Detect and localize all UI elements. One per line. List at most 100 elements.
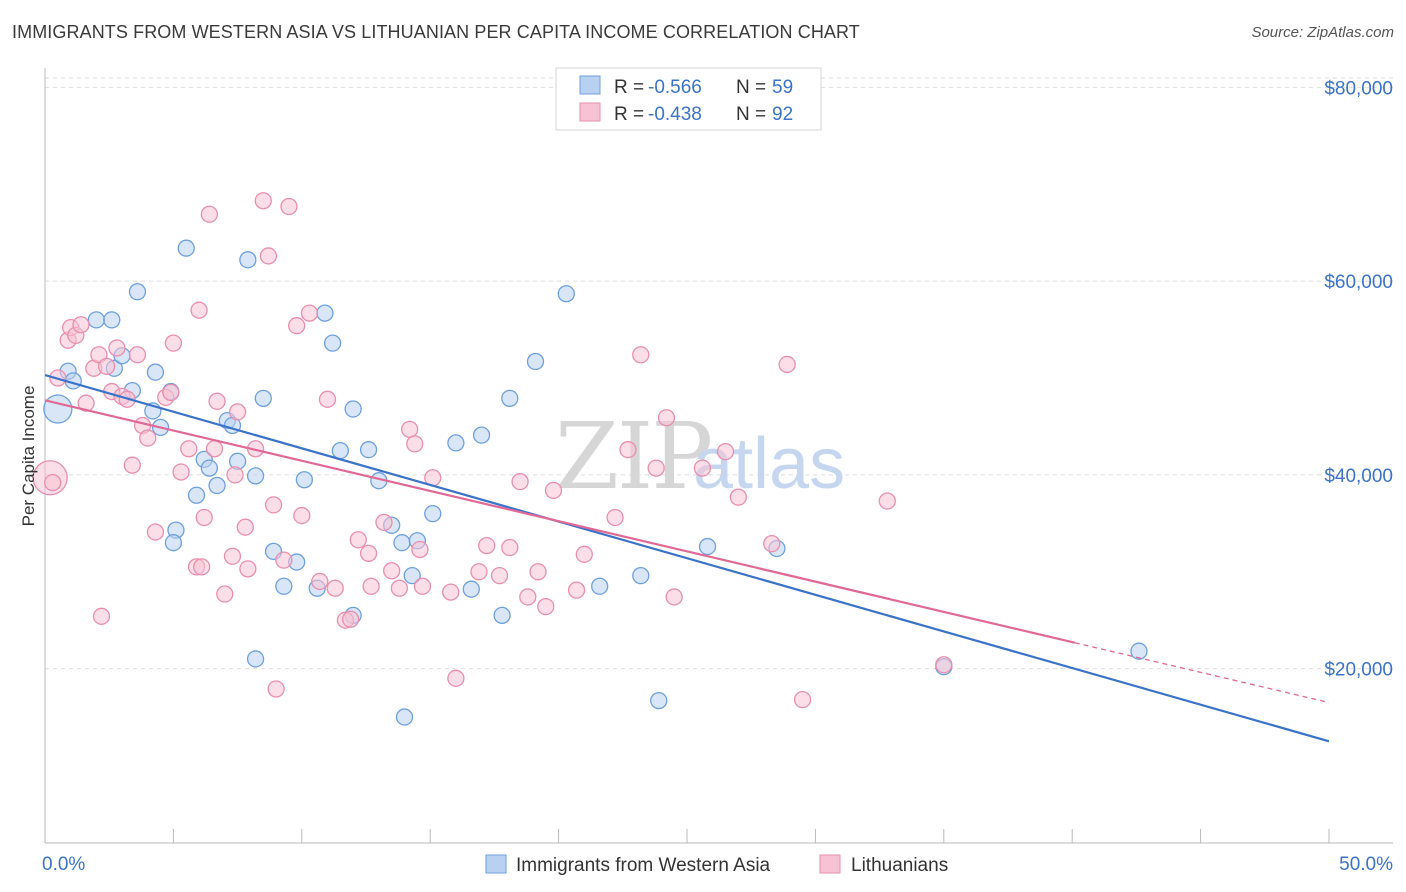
lithuanians-point — [172, 463, 190, 481]
lithuanians-trendline — [44, 399, 1076, 644]
western-asia-point — [472, 426, 491, 444]
lithuanians-point — [716, 442, 735, 461]
watermark-atlas: atlas — [693, 424, 845, 504]
y-axis-title: Per Capita Income — [19, 386, 38, 527]
lithuanians-point — [293, 506, 311, 525]
lithuanians-point — [413, 577, 432, 595]
lithuanians-point — [311, 572, 329, 591]
lithuanians-point — [383, 562, 401, 580]
lithuanians-point — [401, 420, 419, 438]
legend-n-label-2: N = — [736, 104, 766, 125]
lithuanians-point — [778, 355, 796, 374]
bottom-legend-swatch-western-asia — [485, 854, 507, 874]
lithuanians-point — [657, 409, 676, 427]
western-asia-point — [395, 708, 414, 726]
lithuanians-point — [92, 607, 111, 625]
western-asia-point — [447, 434, 465, 452]
western-asia-point — [331, 442, 349, 460]
legend-r-value-1: -0.566 — [648, 77, 702, 98]
x-axis-ticks — [44, 829, 1330, 843]
western-asia-point — [1130, 642, 1148, 660]
legend-n-value-1: 59 — [772, 77, 793, 98]
lithuanians-point — [77, 394, 95, 412]
lithuanians-point — [763, 535, 781, 553]
western-asia-point — [254, 389, 272, 407]
lithuanians-point — [632, 346, 650, 364]
lithuanians-point — [619, 441, 637, 459]
western-asia-point — [146, 363, 165, 381]
y-tick-labels: $20,000 $40,000 $60,000 $80,000 — [1324, 78, 1393, 680]
lithuanians-point — [190, 301, 208, 319]
lithuanians-point — [470, 563, 488, 581]
lithuanians-point — [180, 440, 198, 458]
lithuanians-point — [123, 456, 141, 474]
lithuanians-point — [544, 481, 563, 500]
western-asia-point — [698, 537, 717, 556]
legend-r-label-1: R = — [614, 77, 644, 98]
lithuanians-point — [647, 459, 665, 477]
western-asia-point — [87, 311, 106, 329]
lithuanians-point — [97, 357, 116, 376]
legend-swatch-lithuanians — [579, 102, 601, 122]
lithuanians-point — [519, 588, 537, 606]
lithuanians-point — [362, 577, 380, 595]
lithuanians-point — [447, 669, 465, 687]
lithuanians-point — [44, 473, 62, 492]
chart-title: IMMIGRANTS FROM WESTERN ASIA VS LITHUANI… — [12, 22, 860, 42]
western-asia-point — [316, 304, 334, 322]
western-asia-point — [344, 400, 362, 418]
lithuanians-point — [280, 197, 298, 216]
lithuanians-point — [501, 538, 519, 557]
lithuanians-point — [390, 579, 409, 597]
y-tick-label: $80,000 — [1324, 78, 1393, 99]
legend-n-value-2: 92 — [772, 104, 793, 125]
lithuanians-point — [72, 316, 90, 334]
source-credit: Source: ZipAtlas.com — [1251, 24, 1394, 41]
western-asia-point — [557, 285, 575, 303]
western-asia-point — [403, 566, 421, 585]
western-asia-point — [526, 352, 545, 371]
legend-n-label-1: N = — [736, 77, 766, 98]
western-asia-point — [164, 534, 183, 552]
lithuanians-point — [223, 547, 242, 565]
western-asia-point — [591, 577, 609, 595]
western-asia-point — [128, 283, 147, 301]
lithuanians-point — [208, 392, 226, 410]
lithuanians-point — [375, 513, 393, 531]
lithuanians-point — [164, 334, 183, 352]
lithuanians-point — [793, 690, 812, 709]
bottom-legend-label-western-asia: Immigrants from Western Asia — [516, 855, 771, 876]
western-asia-point — [359, 441, 378, 459]
gridlines — [45, 77, 1393, 670]
lithuanians-point — [406, 435, 424, 453]
lithuanians-point — [162, 383, 180, 402]
trend-lines — [44, 374, 1330, 743]
western-asia-point — [323, 334, 342, 352]
western-asia-point — [246, 467, 265, 485]
lithuanians-point — [146, 523, 165, 541]
lithuanians-trendline-extension — [1074, 642, 1330, 704]
western-asia-trendline — [44, 374, 1330, 743]
western-asia-point — [177, 239, 195, 257]
lithuanians-point — [411, 540, 429, 559]
western-asia-point — [208, 476, 226, 495]
y-tick-label: $20,000 — [1324, 660, 1393, 681]
lithuanians-point — [228, 403, 247, 421]
lithuanians-point — [128, 346, 147, 364]
y-tick-label: $60,000 — [1324, 272, 1393, 293]
western-asia-point — [239, 251, 257, 269]
lithuanians-point — [490, 566, 509, 585]
data-points — [32, 192, 1148, 726]
lithuanians-point — [300, 304, 319, 322]
x-tick-label: 0.0% — [42, 854, 85, 875]
lithuanians-point — [267, 680, 285, 698]
lithuanians-point — [606, 508, 624, 527]
bottom-legend-label-lithuanians: Lithuanians — [851, 855, 948, 876]
lithuanians-point — [192, 558, 211, 576]
lithuanians-point — [341, 610, 360, 628]
legend-r-label-2: R = — [614, 104, 644, 125]
western-asia-point — [187, 486, 206, 504]
bottom-legend-swatch-lithuanians — [819, 854, 841, 874]
western-asia-point — [275, 577, 293, 595]
